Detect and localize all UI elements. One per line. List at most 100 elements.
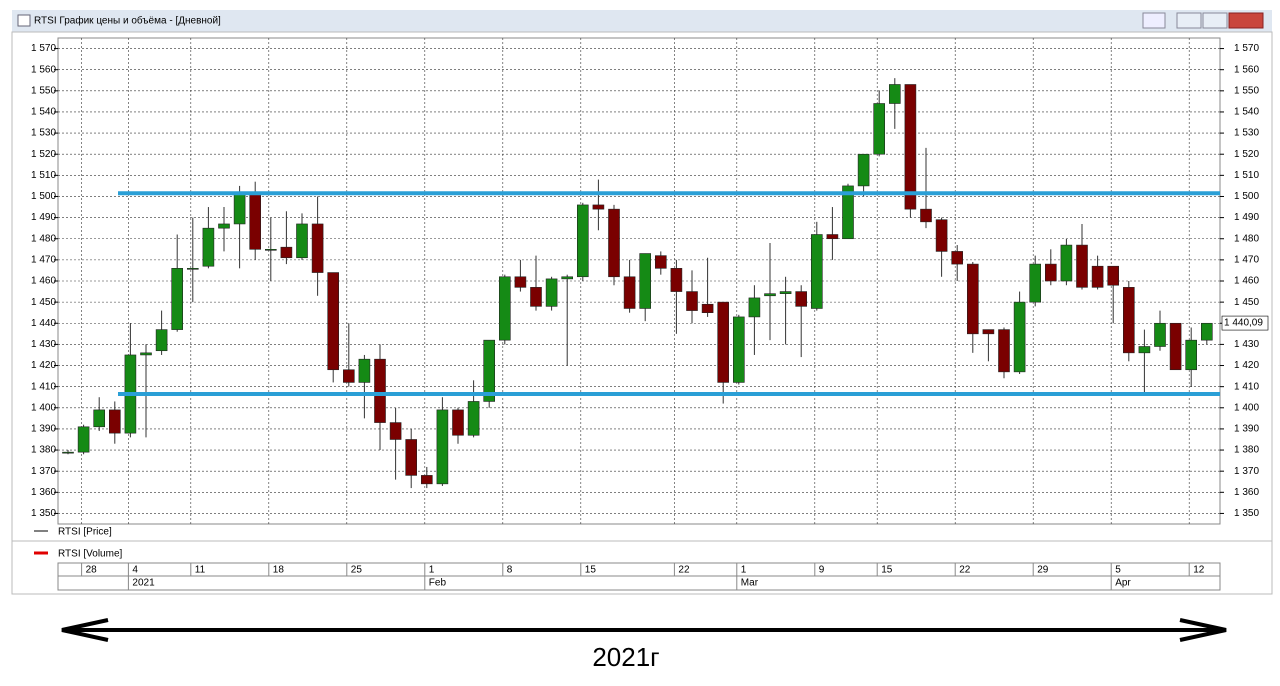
y-tick-label: 1 400 xyxy=(31,402,56,413)
candle-body xyxy=(140,352,152,356)
candle-body xyxy=(1060,244,1073,282)
y-tick-label: 1 470 xyxy=(31,255,56,266)
pin-button[interactable] xyxy=(1142,12,1166,29)
candle-body xyxy=(280,246,293,259)
candle-body xyxy=(296,223,308,259)
candle-body xyxy=(654,255,667,269)
candle-body xyxy=(592,204,605,210)
candle-body xyxy=(311,223,324,273)
y-tick-label-right: 1 400 xyxy=(1234,402,1259,413)
candle-body xyxy=(1076,244,1088,288)
candle-body xyxy=(888,84,901,104)
candle-body xyxy=(779,291,792,294)
caption: 2021г xyxy=(592,642,659,672)
candle-body xyxy=(436,409,449,485)
candle-body xyxy=(467,401,480,436)
candle-body xyxy=(1154,322,1166,347)
y-tick-label-right: 1 490 xyxy=(1234,212,1259,223)
y-tick-label: 1 560 xyxy=(31,64,56,75)
x-tick-label: 25 xyxy=(351,565,363,576)
candle-body xyxy=(873,103,886,155)
y-tick-label-right: 1 380 xyxy=(1234,445,1259,456)
candle-body xyxy=(530,287,542,307)
y-tick-label: 1 440 xyxy=(31,318,56,329)
y-tick-label: 1 390 xyxy=(31,424,56,435)
y-tick-label: 1 410 xyxy=(31,381,56,392)
candle-body xyxy=(498,276,511,341)
y-tick-label: 1 540 xyxy=(31,107,56,118)
double-arrow xyxy=(61,618,1227,642)
candle-body xyxy=(77,426,90,453)
candle-body xyxy=(1201,322,1213,341)
window-title: RTSI График цены и объёма - [Дневной] xyxy=(34,15,221,27)
candle-body xyxy=(109,409,121,434)
candle-body xyxy=(717,301,730,383)
candle-body xyxy=(732,316,745,383)
y-tick-label-right: 1 370 xyxy=(1234,466,1259,477)
candle-body xyxy=(670,268,683,292)
y-tick-label-right: 1 350 xyxy=(1234,508,1259,519)
x-tick-label: 8 xyxy=(507,565,513,576)
x-tick-label: 11 xyxy=(195,565,206,576)
x-tick-label: 1 xyxy=(741,565,747,576)
candle-body xyxy=(748,297,761,318)
window-icon xyxy=(17,14,31,27)
y-tick-label-right: 1 360 xyxy=(1234,487,1259,498)
candle-body xyxy=(1045,263,1057,282)
candle-body xyxy=(951,251,964,265)
y-tick-label: 1 550 xyxy=(31,85,56,96)
y-tick-label: 1 530 xyxy=(31,128,56,139)
month-label: Apr xyxy=(1115,578,1131,589)
y-tick-label-right: 1 470 xyxy=(1234,255,1259,266)
y-tick-label-right: 1 480 xyxy=(1234,233,1259,244)
y-tick-label-right: 1 390 xyxy=(1234,424,1259,435)
candle-body xyxy=(1169,322,1182,371)
maximize-button[interactable] xyxy=(1202,12,1228,29)
candle-body xyxy=(233,191,246,225)
candle-body xyxy=(701,303,714,313)
candle-body xyxy=(155,329,168,352)
month-label: Mar xyxy=(741,578,759,589)
candle-body xyxy=(1013,301,1026,373)
x-tick-label: 4 xyxy=(132,565,138,576)
candle-body xyxy=(935,219,948,252)
candle-body xyxy=(452,409,464,436)
candle-body xyxy=(187,268,199,270)
x-tick-label: 28 xyxy=(86,565,98,576)
last-price-box xyxy=(1221,315,1269,331)
minimize-button[interactable] xyxy=(1176,12,1202,29)
x-tick-label: 15 xyxy=(881,565,893,576)
candle-body xyxy=(218,223,230,229)
candle-body xyxy=(358,358,371,383)
candle-body xyxy=(1091,265,1104,288)
y-tick-label: 1 450 xyxy=(31,297,56,308)
x-tick-label: 29 xyxy=(1037,565,1049,576)
y-tick-label-right: 1 450 xyxy=(1234,297,1259,308)
candle-body xyxy=(389,422,402,440)
y-tick-label-right: 1 460 xyxy=(1234,276,1259,287)
close-button[interactable] xyxy=(1228,12,1264,29)
y-tick-label: 1 520 xyxy=(31,149,56,160)
title-bar xyxy=(12,10,1272,32)
candle-body xyxy=(966,263,979,335)
candle-body xyxy=(608,208,620,278)
y-tick-label: 1 490 xyxy=(31,212,56,223)
candle-body xyxy=(249,191,261,250)
candle-body xyxy=(826,234,839,240)
y-tick-label: 1 460 xyxy=(31,276,56,287)
candle-body xyxy=(795,291,808,307)
y-tick-label: 1 500 xyxy=(31,191,56,202)
candle-body xyxy=(998,329,1010,373)
legend-label: RTSI [Price] xyxy=(58,527,112,538)
month-label: Feb xyxy=(429,578,447,589)
y-tick-label-right: 1 560 xyxy=(1234,64,1259,75)
candle-body xyxy=(405,439,418,476)
y-tick-label-right: 1 540 xyxy=(1234,107,1259,118)
candle-body xyxy=(202,227,215,267)
candle-body xyxy=(62,451,74,454)
candle-body xyxy=(420,475,433,485)
y-tick-label: 1 380 xyxy=(31,445,56,456)
y-tick-label-right: 1 420 xyxy=(1234,360,1259,371)
last-price-label: 1 440,09 xyxy=(1224,318,1263,329)
x-tick-label: 22 xyxy=(959,565,971,576)
